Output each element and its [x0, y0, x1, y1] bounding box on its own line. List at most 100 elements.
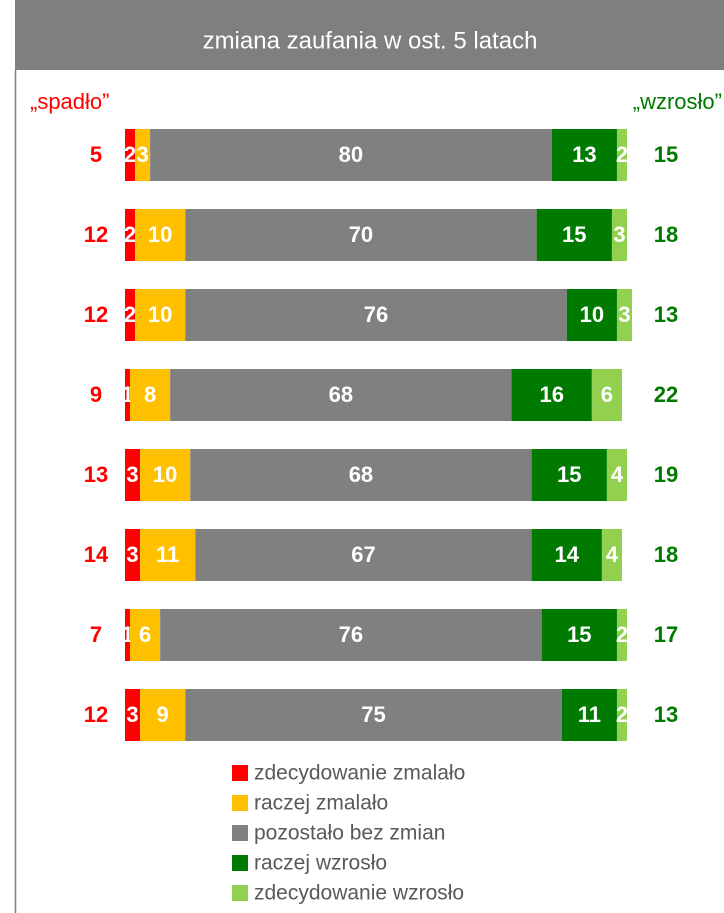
segment-label: 68	[329, 382, 353, 407]
legend-swatch	[232, 855, 248, 871]
bar-segment	[551, 129, 617, 181]
left-total: 12	[84, 702, 108, 727]
bar-segment	[185, 209, 537, 261]
segment-label: 2	[124, 302, 136, 327]
segment-label: 76	[339, 622, 363, 647]
bar-segment	[190, 449, 532, 501]
segment-label: 16	[539, 382, 563, 407]
left-total: 5	[90, 142, 102, 167]
bar-segment	[140, 529, 196, 581]
bar-segment	[135, 289, 186, 341]
segment-label: 70	[349, 222, 373, 247]
bar-segment	[125, 609, 131, 661]
bar-segment	[125, 289, 136, 341]
segment-label: 3	[126, 702, 138, 727]
right-total: 19	[654, 462, 678, 487]
right-total: 18	[654, 542, 678, 567]
right-total: 18	[654, 222, 678, 247]
segment-label: 13	[572, 142, 596, 167]
bar-segment	[185, 689, 562, 741]
segment-label: 68	[349, 462, 373, 487]
segment-label: 3	[618, 302, 630, 327]
bar-segment	[616, 289, 633, 341]
segment-label: 80	[339, 142, 363, 167]
bar-segment	[130, 369, 171, 421]
legend-text: zdecydowanie zmalało	[254, 762, 465, 785]
legend-swatch	[232, 765, 248, 781]
bar-segment	[611, 209, 627, 261]
segment-label: 3	[126, 462, 138, 487]
segment-label: 10	[148, 302, 172, 327]
segment-label: 2	[616, 142, 628, 167]
right-total: 22	[654, 382, 678, 407]
bar-segment	[566, 289, 617, 341]
segment-label: 2	[124, 222, 136, 247]
left-total: 9	[90, 382, 102, 407]
segment-label: 67	[351, 542, 375, 567]
segment-label: 6	[139, 622, 151, 647]
bar-segment	[125, 369, 131, 421]
segment-label: 11	[156, 542, 179, 567]
segment-label: 10	[153, 462, 177, 487]
legend-text: pozostało bez zmian	[254, 822, 445, 845]
bar-segment	[135, 209, 186, 261]
segment-label: 76	[364, 302, 388, 327]
left-total: 12	[84, 222, 108, 247]
bar-segment	[150, 129, 552, 181]
bar-segment	[160, 609, 542, 661]
bar-segment	[195, 529, 532, 581]
bar-segment	[135, 129, 151, 181]
right-total: 13	[654, 302, 678, 327]
segment-label: 11	[578, 702, 601, 727]
right-total: 15	[654, 142, 678, 167]
segment-label: 15	[567, 622, 591, 647]
legend-swatch	[232, 885, 248, 901]
legend-swatch	[232, 825, 248, 841]
bar-segment	[561, 689, 617, 741]
segment-label: 2	[124, 142, 136, 167]
bar-segment	[591, 369, 622, 421]
bar-segment	[616, 609, 627, 661]
right-total: 17	[654, 622, 678, 647]
bar-segment	[125, 129, 136, 181]
legend-text: raczej zmalało	[254, 792, 388, 815]
legend-swatch	[232, 795, 248, 811]
bar-segment	[185, 289, 567, 341]
left-total: 12	[84, 302, 108, 327]
segment-label: 10	[580, 302, 604, 327]
segment-label: 9	[157, 702, 169, 727]
bar-segment	[140, 449, 191, 501]
segment-label: 8	[144, 382, 156, 407]
bar-segment	[170, 369, 512, 421]
left-total: 7	[90, 622, 102, 647]
segment-label: 3	[126, 542, 138, 567]
bar-segment	[536, 209, 612, 261]
segment-label: 2	[616, 702, 628, 727]
segment-label: 75	[361, 702, 385, 727]
segment-label: 15	[557, 462, 581, 487]
bar-segment	[511, 369, 592, 421]
bar-segment	[125, 689, 141, 741]
right-total: 13	[654, 702, 678, 727]
bar-segment	[140, 689, 186, 741]
bar-segment	[606, 449, 627, 501]
left-total: 13	[84, 462, 108, 487]
bar-segment	[531, 449, 607, 501]
segment-label: 4	[611, 462, 624, 487]
segment-label: 10	[148, 222, 172, 247]
segment-label: 6	[601, 382, 613, 407]
right-header: „wzrosło”	[633, 89, 722, 114]
bar-segment	[130, 609, 161, 661]
segment-label: 14	[555, 542, 580, 567]
segment-label: 2	[616, 622, 628, 647]
segment-label: 15	[562, 222, 586, 247]
left-total: 14	[84, 542, 109, 567]
legend-text: raczej wzrosło	[254, 852, 387, 875]
bar-segment	[125, 449, 141, 501]
bar-segment	[616, 689, 627, 741]
bar-segment	[125, 529, 141, 581]
bar-segment	[616, 129, 627, 181]
bar-segment	[541, 609, 617, 661]
bar-segment	[601, 529, 622, 581]
